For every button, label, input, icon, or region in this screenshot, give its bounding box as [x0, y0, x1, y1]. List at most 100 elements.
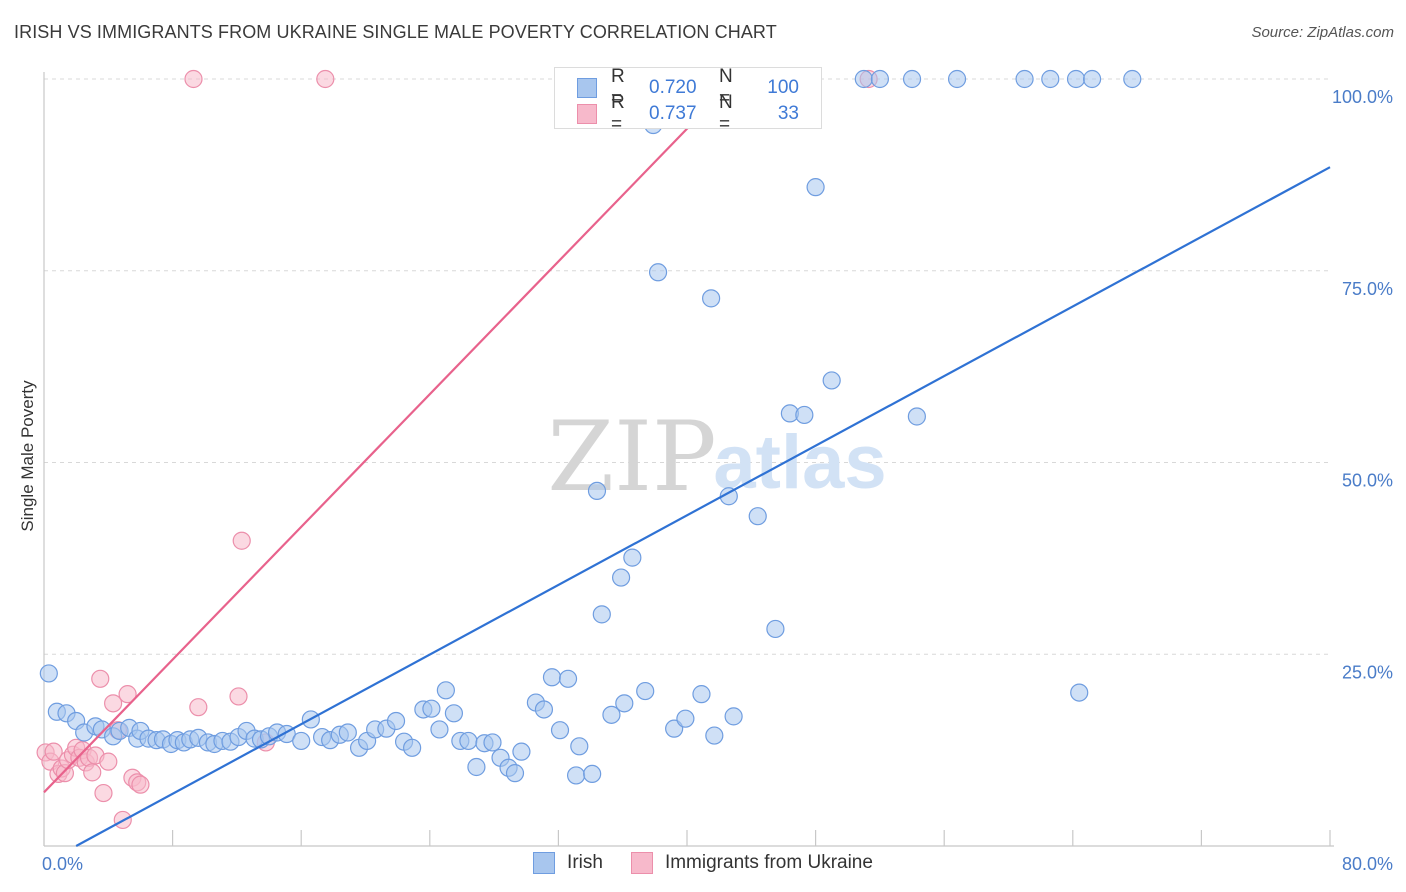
irish-point	[907, 407, 926, 426]
r-value: 0.720	[649, 77, 697, 98]
irish-point	[534, 700, 554, 719]
irish-point	[505, 764, 525, 783]
watermark: ZIP atlas	[547, 401, 886, 513]
irish-point	[870, 69, 890, 89]
irish-point	[1123, 69, 1142, 89]
irish-point	[724, 707, 743, 726]
irish-point	[611, 568, 631, 587]
irish-points	[39, 69, 1142, 785]
y-tick-label: 100.0%	[1332, 87, 1393, 107]
source-label: Source: ZipAtlas.com	[1251, 24, 1394, 41]
irish-point	[338, 723, 357, 742]
irish-point	[587, 481, 607, 500]
legend-label-irish: Irish	[567, 852, 603, 873]
watermark-zip: ZIP	[547, 401, 716, 513]
irish-point	[39, 664, 58, 683]
irish-point	[1082, 69, 1102, 89]
irish-point	[483, 733, 502, 752]
irish-point	[592, 605, 611, 624]
n-label: N =	[719, 66, 733, 109]
irish-point	[459, 731, 478, 751]
irish-point	[1015, 69, 1034, 89]
irish-point	[422, 699, 441, 718]
irish-trend-line	[75, 166, 1331, 847]
r-label: R =	[611, 66, 625, 109]
ukraine-point	[118, 685, 137, 704]
irish-point	[403, 738, 422, 757]
legend-item-ukraine[interactable]: Immigrants from Ukraine	[630, 852, 873, 874]
legend-row-irish: R = 0.720 N = 100	[577, 66, 799, 109]
ukraine-point	[44, 742, 63, 761]
irish-point	[705, 726, 724, 745]
irish-point	[430, 720, 449, 739]
irish-point	[902, 69, 922, 89]
r-label: R =	[611, 92, 625, 135]
ukraine-point	[184, 69, 203, 89]
ukraine-point	[94, 783, 113, 803]
irish-point	[692, 685, 711, 704]
irish-point	[648, 263, 668, 282]
irish-point	[748, 507, 767, 526]
ukraine-point	[232, 531, 251, 550]
irish-point	[444, 704, 464, 723]
irish-point	[467, 757, 486, 777]
irish-swatch	[533, 852, 556, 874]
irish-point	[1070, 683, 1089, 702]
irish-point	[542, 668, 562, 687]
ukraine-swatch	[577, 104, 597, 124]
irish-point	[615, 694, 634, 713]
watermark-atlas: atlas	[713, 420, 886, 505]
irish-point	[386, 711, 406, 731]
y-tick-label: 75.0%	[1342, 279, 1393, 299]
irish-point	[550, 721, 570, 740]
n-label: N =	[719, 92, 733, 135]
r-value: 0.737	[649, 103, 697, 124]
irish-point	[822, 371, 841, 390]
ukraine-point	[91, 669, 110, 688]
irish-point	[583, 764, 602, 784]
irish-point	[702, 289, 721, 308]
ukraine-point	[104, 694, 123, 713]
legend-row-ukraine: R = 0.737 N = 33	[577, 92, 799, 135]
ukraine-point	[99, 752, 118, 771]
trend-lines	[43, 78, 1331, 847]
series-legend: Irish Immigrants from Ukraine	[0, 852, 1406, 874]
irish-point	[806, 178, 825, 197]
irish-point	[1041, 69, 1060, 89]
ukraine-point	[83, 763, 102, 782]
n-value: 100	[767, 77, 799, 98]
irish-point	[566, 766, 586, 785]
irish-point	[570, 737, 589, 756]
x-tick-label: 0.0%	[42, 854, 83, 874]
irish-point	[636, 681, 655, 701]
grid-lines	[44, 78, 1330, 655]
ukraine-point	[131, 775, 150, 794]
irish-point	[512, 742, 531, 761]
irish-point	[1066, 69, 1086, 89]
ukraine-swatch	[630, 852, 653, 874]
legend-label-ukraine: Immigrants from Ukraine	[664, 852, 873, 873]
ukraine-point	[229, 687, 248, 706]
irish-point	[795, 405, 814, 425]
irish-point	[947, 69, 967, 89]
x-tick-label: 80.0%	[1342, 854, 1393, 874]
irish-point	[623, 548, 642, 567]
legend-item-irish[interactable]: Irish	[533, 852, 603, 874]
irish-point	[436, 681, 455, 700]
irish-point	[676, 709, 695, 728]
n-value: 33	[777, 103, 799, 124]
ukraine-trend-line	[43, 78, 737, 794]
chart-title: IRISH VS IMMIGRANTS FROM UKRAINE SINGLE …	[14, 22, 777, 42]
y-tick-label: 25.0%	[1342, 662, 1393, 682]
ukraine-point	[316, 69, 335, 89]
irish-point	[558, 669, 578, 688]
irish-point	[766, 619, 785, 639]
tick-labels: 25.0% 50.0% 75.0% 100.0% 0.0% 80.0%	[42, 87, 1393, 874]
irish-point	[602, 705, 621, 724]
stats-legend: R = 0.720 N = 100 R = 0.737 N = 33	[554, 66, 822, 135]
irish-swatch	[577, 78, 597, 98]
ukraine-point	[189, 698, 208, 717]
y-tick-label: 50.0%	[1342, 471, 1393, 491]
irish-point	[854, 69, 873, 89]
